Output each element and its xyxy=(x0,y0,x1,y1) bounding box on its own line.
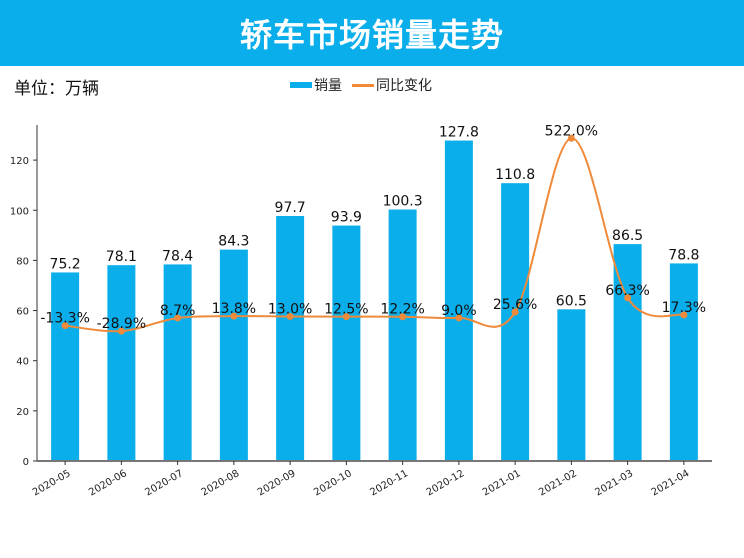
x-tick-label: 2020-10 xyxy=(312,468,354,498)
bar xyxy=(276,216,305,461)
bar-value-label: 78.1 xyxy=(106,249,137,265)
yoy-value-label: 12.2% xyxy=(380,302,424,318)
y-tick-label: 20 xyxy=(16,407,29,418)
bar-value-label: 110.8 xyxy=(495,167,535,183)
bar-value-label: 84.3 xyxy=(218,234,249,250)
x-tick-label: 2020-07 xyxy=(143,468,185,498)
x-tick-label: 2020-08 xyxy=(200,468,242,498)
yoy-value-label: 8.7% xyxy=(160,303,196,319)
x-tick-label: 2021-03 xyxy=(593,468,635,498)
bar-value-label: 60.5 xyxy=(556,293,587,309)
yoy-point xyxy=(455,314,463,322)
yoy-value-label: 13.8% xyxy=(212,301,256,317)
bar xyxy=(163,264,192,461)
bar-value-label: 93.9 xyxy=(331,210,362,226)
unit-label: 单位：万辆 xyxy=(14,79,99,99)
bar-value-label: 127.8 xyxy=(439,125,479,141)
y-tick-label: 60 xyxy=(16,307,29,318)
yoy-point xyxy=(342,313,350,321)
yoy-value-label: 66.3% xyxy=(605,283,649,299)
bar-value-label: 78.4 xyxy=(162,248,193,264)
bar-value-label: 75.2 xyxy=(50,256,81,272)
yoy-point xyxy=(61,322,69,330)
chart-title-banner: 轿车市场销量走势 xyxy=(0,0,744,66)
bar xyxy=(388,209,417,461)
bar xyxy=(444,140,473,461)
bar xyxy=(332,225,361,461)
yoy-point xyxy=(174,314,182,322)
legend-label-yoy: 同比变化 xyxy=(376,78,432,94)
x-tick-label: 2020-06 xyxy=(87,468,129,498)
x-tick-label: 2020-09 xyxy=(256,468,298,498)
y-tick-label: 40 xyxy=(16,357,29,368)
yoy-value-label: -13.3% xyxy=(40,311,90,327)
yoy-value-label: 17.3% xyxy=(662,300,706,316)
yoy-point xyxy=(117,327,125,335)
yoy-line xyxy=(65,137,685,333)
x-tick-label: 2021-04 xyxy=(650,468,692,498)
bar xyxy=(107,265,136,461)
bar xyxy=(557,309,586,461)
x-tick-label: 2021-02 xyxy=(537,468,579,498)
bar-value-label: 97.7 xyxy=(275,200,306,216)
yoy-value-label: -28.9% xyxy=(97,316,147,332)
y-tick-label: 100 xyxy=(10,206,29,217)
bar xyxy=(219,249,248,461)
legend-label-sales: 销量 xyxy=(314,78,342,94)
yoy-point xyxy=(511,308,519,316)
yoy-point xyxy=(230,312,238,320)
x-tick-label: 2020-11 xyxy=(368,468,410,498)
y-tick-label: 0 xyxy=(23,457,29,468)
legend-swatch-line xyxy=(352,83,374,87)
bar-value-label: 78.8 xyxy=(668,247,699,263)
yoy-point xyxy=(680,311,688,319)
yoy-point xyxy=(567,134,575,142)
x-tick-label: 2020-05 xyxy=(31,468,73,498)
legend: 销量 同比变化 xyxy=(290,75,432,95)
yoy-point xyxy=(286,312,294,320)
yoy-value-label: 25.6% xyxy=(493,297,537,313)
yoy-value-label: 13.0% xyxy=(268,301,312,317)
x-tick-label: 2020-12 xyxy=(425,468,467,498)
bar xyxy=(669,263,698,461)
y-tick-label: 80 xyxy=(16,256,29,267)
bar xyxy=(51,272,80,461)
yoy-point xyxy=(399,313,407,321)
bar xyxy=(613,244,642,461)
x-tick-label: 2021-01 xyxy=(481,468,523,498)
yoy-value-label: 522.0% xyxy=(545,123,598,139)
bar-value-label: 100.3 xyxy=(383,194,423,210)
bar-value-label: 86.5 xyxy=(612,228,643,244)
y-tick-label: 120 xyxy=(10,156,29,167)
yoy-value-label: 12.5% xyxy=(324,302,368,318)
yoy-point xyxy=(624,294,632,302)
yoy-value-label: 9.0% xyxy=(441,303,477,319)
legend-swatch-bar xyxy=(290,82,312,88)
